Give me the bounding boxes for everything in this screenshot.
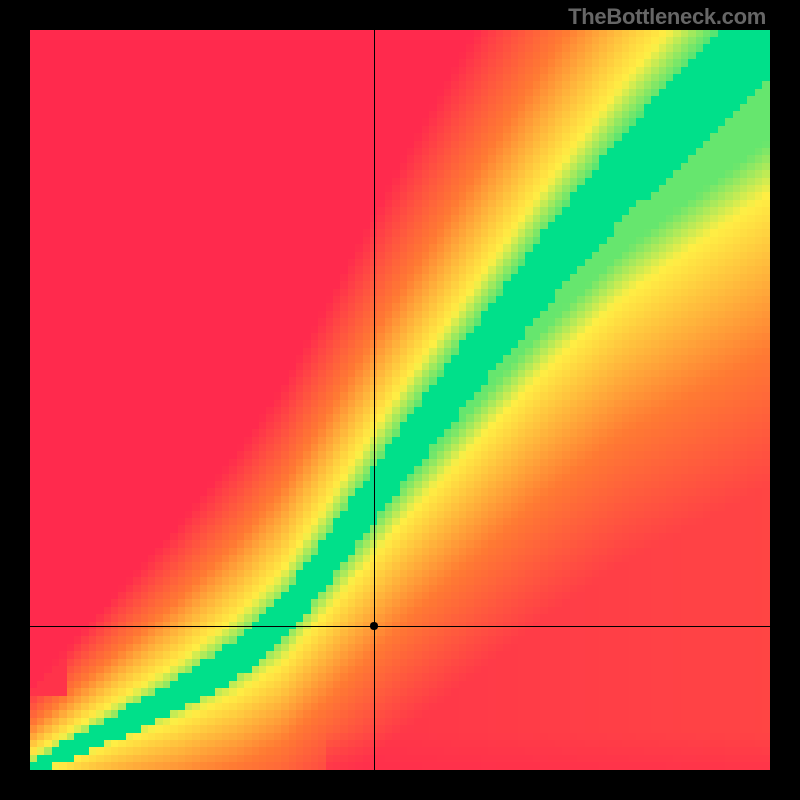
chart-frame <box>30 30 770 770</box>
bottleneck-heatmap <box>30 30 770 770</box>
watermark-text: TheBottleneck.com <box>568 4 766 30</box>
